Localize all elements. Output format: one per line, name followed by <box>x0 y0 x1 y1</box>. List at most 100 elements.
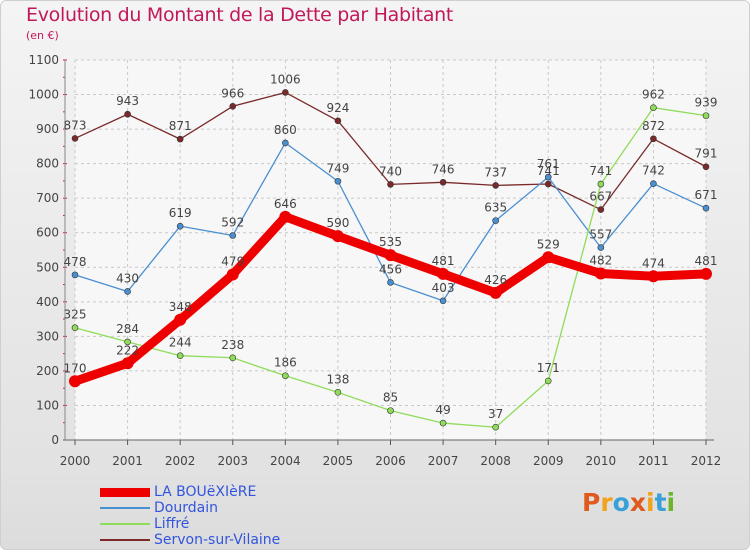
data-point <box>597 206 605 213</box>
y-tick-label: 700 <box>36 191 59 205</box>
data-point <box>124 110 131 118</box>
data-label: 872 <box>642 119 665 133</box>
data-label: 619 <box>169 206 192 220</box>
data-label: 646 <box>274 197 297 211</box>
y-tick-label: 200 <box>36 364 59 378</box>
data-point <box>439 178 447 186</box>
y-tick-label: 600 <box>36 226 59 240</box>
data-label: 592 <box>221 215 244 229</box>
proxiti-logo: Proxiti <box>582 488 675 517</box>
data-point <box>439 297 447 305</box>
logo-letter: i <box>646 488 655 517</box>
data-label: 222 <box>116 343 139 357</box>
data-point <box>229 102 237 110</box>
data-point <box>492 423 499 431</box>
data-label: 667 <box>589 190 612 204</box>
chart-title: Evolution du Montant de la Dette par Hab… <box>26 4 454 26</box>
data-point <box>489 286 502 299</box>
data-point <box>334 117 342 125</box>
data-label: 474 <box>642 256 665 270</box>
data-label: 138 <box>326 372 349 386</box>
data-point <box>174 313 187 326</box>
data-label: 238 <box>221 338 244 352</box>
legend-label: Liffré <box>154 516 190 532</box>
y-tick-label: 300 <box>36 329 59 343</box>
data-point <box>176 135 184 143</box>
data-label: 403 <box>432 281 455 295</box>
data-point <box>229 232 237 239</box>
legend-swatch <box>100 487 150 497</box>
data-point <box>650 180 657 187</box>
logo-letter: r <box>600 488 613 517</box>
data-label: 430 <box>116 271 139 285</box>
y-tick-label: 800 <box>36 157 59 171</box>
data-point <box>229 354 237 362</box>
data-point <box>71 135 79 142</box>
data-label: 170 <box>64 361 87 375</box>
data-point <box>124 338 131 346</box>
legend-label: Servon-sur-Vilaine <box>154 532 281 548</box>
data-label: 456 <box>379 262 402 276</box>
data-label: 740 <box>379 164 402 178</box>
data-point <box>700 267 712 280</box>
data-point <box>597 244 605 251</box>
data-point <box>384 249 397 262</box>
data-point <box>71 271 79 279</box>
y-tick-label: 100 <box>36 398 59 412</box>
data-point <box>121 357 134 370</box>
data-point <box>594 267 607 280</box>
data-label: 482 <box>589 253 612 267</box>
data-label: 871 <box>169 119 192 133</box>
legend-swatch <box>100 523 150 525</box>
data-label: 348 <box>169 300 192 314</box>
data-label: 529 <box>537 237 560 251</box>
data-point <box>226 268 239 281</box>
data-label: 741 <box>537 164 560 178</box>
legend-label: LA BOUëXIèRE <box>154 484 257 500</box>
data-point <box>647 270 660 283</box>
data-label: 325 <box>64 308 87 322</box>
data-label: 590 <box>326 216 349 230</box>
x-tick-label: 2005 <box>323 454 354 468</box>
data-point <box>282 139 289 147</box>
data-label: 741 <box>589 164 612 178</box>
logo-letter: i <box>666 488 676 517</box>
data-point <box>650 104 657 111</box>
data-point <box>387 279 394 286</box>
logo-letter: t <box>654 488 667 517</box>
data-label: 1006 <box>270 72 301 86</box>
data-label: 737 <box>484 165 507 179</box>
x-tick-label: 2006 <box>375 454 406 468</box>
data-point <box>282 372 289 380</box>
data-point <box>124 288 131 295</box>
data-label: 791 <box>695 147 718 161</box>
data-point <box>597 180 605 188</box>
x-tick-label: 2001 <box>112 454 143 468</box>
data-point <box>437 267 450 280</box>
data-label: 761 <box>537 157 560 171</box>
data-point <box>331 230 344 243</box>
y-tick-label: 500 <box>36 260 59 274</box>
legend-item: Dourdain <box>100 500 280 516</box>
data-label: 939 <box>695 96 718 110</box>
y-tick-label: 400 <box>36 295 59 309</box>
data-point <box>544 377 552 385</box>
data-label: 481 <box>695 254 718 268</box>
x-tick-label: 2008 <box>480 454 511 468</box>
data-point <box>334 177 342 185</box>
data-point <box>279 210 292 223</box>
data-label: 479 <box>221 255 244 269</box>
data-label: 481 <box>432 254 455 268</box>
data-point <box>334 389 342 396</box>
data-point <box>492 182 499 189</box>
data-point <box>702 204 710 212</box>
data-label: 426 <box>484 273 507 287</box>
data-point <box>282 89 289 96</box>
data-point <box>387 181 394 188</box>
data-label: 746 <box>432 162 455 176</box>
x-tick-label: 2004 <box>270 454 301 468</box>
data-label: 85 <box>383 391 398 405</box>
x-tick-label: 2012 <box>691 454 722 468</box>
data-point <box>544 173 552 181</box>
x-tick-label: 2003 <box>217 454 248 468</box>
